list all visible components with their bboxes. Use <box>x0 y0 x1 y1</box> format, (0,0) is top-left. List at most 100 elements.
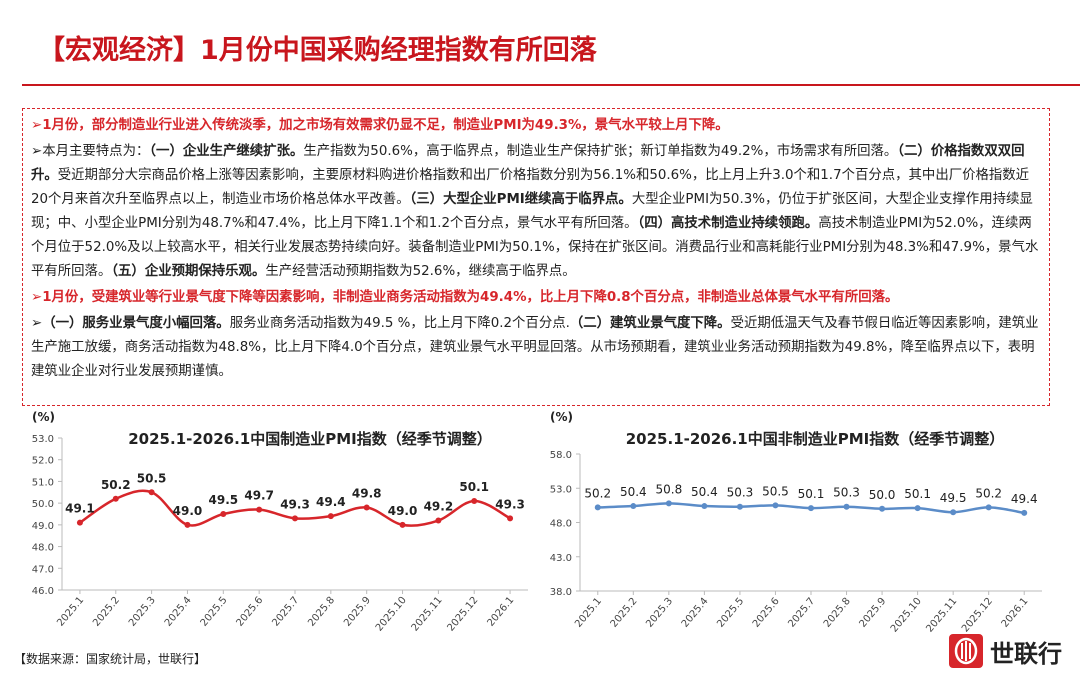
logo-text: 世联行 <box>990 639 1062 668</box>
text: 受近期部分大宗商品价格上涨等因素影响，主要原材料购进价格指数和出厂价格指数分别为… <box>31 168 1030 207</box>
text: 服务业商务活动指数为49.5 %，比上月下降0.2个百分点. <box>229 316 570 331</box>
x-tick-label: 2025.8 <box>306 595 337 629</box>
x-tick-label: 2025.4 <box>680 596 711 630</box>
data-point <box>808 505 814 512</box>
bold-text: （二）建筑业景气度下降。 <box>569 316 731 331</box>
x-tick-label: 2025.11 <box>924 596 959 635</box>
bold-text: （五）企业预期保持乐观。 <box>111 264 266 279</box>
data-label: 50.3 <box>833 486 860 500</box>
bold-text: （一）服务业景气度小幅回落。 <box>42 316 230 331</box>
bold-text: （一）企业生产继续扩张。 <box>149 144 304 159</box>
y-tick-label: 51.0 <box>32 477 54 488</box>
data-point <box>363 504 370 511</box>
data-label: 50.3 <box>727 486 754 500</box>
data-label: 49.0 <box>388 504 418 518</box>
x-tick-label: 2025.5 <box>199 595 230 629</box>
data-point <box>112 495 119 502</box>
y-tick-label: 53.0 <box>550 484 572 495</box>
x-tick-label: 2026.1 <box>1000 596 1031 630</box>
source-note: 【数据来源：国家统计局，世联行】 <box>14 652 207 666</box>
summary-box: ➢1月份，部分制造业行业进入传统淡季，加之市场有效需求仍显不足，制造业PMI为4… <box>22 108 1050 406</box>
x-tick-label: 2025.1 <box>55 595 86 629</box>
text: 大型企业PMI为50.3%，仍位于扩张区间，大型企业支撑作用持续显现；中、小型企… <box>31 192 1033 231</box>
y-tick-label: 53.0 <box>32 434 54 445</box>
data-label: 50.4 <box>691 485 718 499</box>
data-point <box>399 521 406 528</box>
y-tick-label: 46.0 <box>32 586 54 597</box>
data-label: 50.2 <box>975 486 1002 500</box>
data-point <box>701 503 708 510</box>
paragraph: ➢1月份，受建筑业等行业景气度下降等因素影响，非制造业商务活动指数为49.4%，… <box>31 286 1041 310</box>
data-label: 50.1 <box>459 480 489 494</box>
y-tick-label: 52.0 <box>32 456 54 467</box>
x-tick-label: 2025.4 <box>163 595 194 629</box>
x-tick-label: 2025.1 <box>573 596 604 630</box>
data-point <box>148 489 155 496</box>
x-tick-label: 2025.10 <box>374 595 409 634</box>
data-point <box>327 513 334 520</box>
data-point <box>76 519 83 526</box>
data-label: 50.1 <box>798 487 825 501</box>
data-label: 50.2 <box>101 478 131 492</box>
x-tick-label: 2025.6 <box>235 595 266 629</box>
data-label: 49.2 <box>424 500 454 514</box>
text: 生产指数为50.6%，高于临界点，制造业生产保持扩张；新订单指数为49.2%，市… <box>303 144 898 159</box>
y-axis-label: (%) <box>550 410 573 424</box>
logo-icon <box>949 634 983 668</box>
y-tick-label: 58.0 <box>550 450 572 461</box>
x-tick-label: 2025.2 <box>91 595 122 629</box>
data-label: 50.5 <box>137 471 167 485</box>
charts: 2025.1-2026.1中国制造业PMI指数（经季节调整） (%) 46.0 47.… <box>32 410 1042 635</box>
x-tick-label: 2025.10 <box>889 596 924 635</box>
y-tick-label: 48.0 <box>550 519 572 530</box>
x-tick-label: 2025.6 <box>751 596 782 630</box>
title-rule <box>22 84 1080 86</box>
y-tick-label: 48.0 <box>32 543 54 554</box>
data-label: 50.1 <box>904 487 931 501</box>
data-point <box>594 504 601 511</box>
paragraph: ➢1月份，部分制造业行业进入传统淡季，加之市场有效需求仍显不足，制造业PMI为4… <box>31 114 1041 138</box>
logo: 世联行 <box>948 633 1062 669</box>
data-point <box>950 509 957 516</box>
x-tick-label: 2025.7 <box>786 596 817 630</box>
x-tick-label: 2025.9 <box>342 595 373 629</box>
data-label: 49.5 <box>940 491 967 505</box>
data-label: 49.4 <box>316 495 346 509</box>
data-point <box>879 505 886 512</box>
data-point <box>435 517 442 524</box>
data-point <box>665 500 672 507</box>
data-label: 50.0 <box>869 488 896 502</box>
text: ➢本月主要特点为： <box>31 144 150 159</box>
data-point <box>471 497 478 504</box>
data-point <box>736 503 743 510</box>
data-point <box>184 521 191 528</box>
data-point <box>630 503 637 510</box>
data-label: 49.5 <box>209 493 239 507</box>
y-tick-label: 50.0 <box>32 499 54 510</box>
data-point <box>220 511 227 517</box>
data-point <box>256 506 263 513</box>
data-point <box>772 502 779 509</box>
data-point <box>507 515 514 522</box>
data-point <box>914 505 921 512</box>
x-tick-label: 2025.5 <box>715 596 746 630</box>
x-tick-label: 2026.1 <box>485 595 516 629</box>
data-label: 50.8 <box>655 482 682 496</box>
y-tick-label: 43.0 <box>550 553 572 564</box>
bold-text: （三）大型企业PMI继续高于临界点。 <box>409 192 632 207</box>
data-label: 49.7 <box>244 489 274 503</box>
paragraph: ➢本月主要特点为：（一）企业生产继续扩张。生产指数为50.6%，高于临界点，制造… <box>31 140 1041 284</box>
paragraph: ➢（一）服务业景气度小幅回落。服务业商务活动指数为49.5 %，比上月下降0.2… <box>31 312 1041 384</box>
data-label: 49.4 <box>1011 492 1038 506</box>
data-label: 49.3 <box>280 497 310 511</box>
x-tick-label: 2025.12 <box>960 596 995 635</box>
data-label: 49.8 <box>352 486 382 500</box>
data-point <box>292 515 298 522</box>
page-title: 【宏观经济】1月份中国采购经理指数有所回落 <box>38 35 597 66</box>
y-axis-label: (%) <box>32 410 55 424</box>
y-tick-label: 38.0 <box>550 587 572 598</box>
x-tick-label: 2025.2 <box>609 596 640 630</box>
y-tick-label: 47.0 <box>32 564 54 575</box>
data-label: 50.4 <box>620 485 647 499</box>
